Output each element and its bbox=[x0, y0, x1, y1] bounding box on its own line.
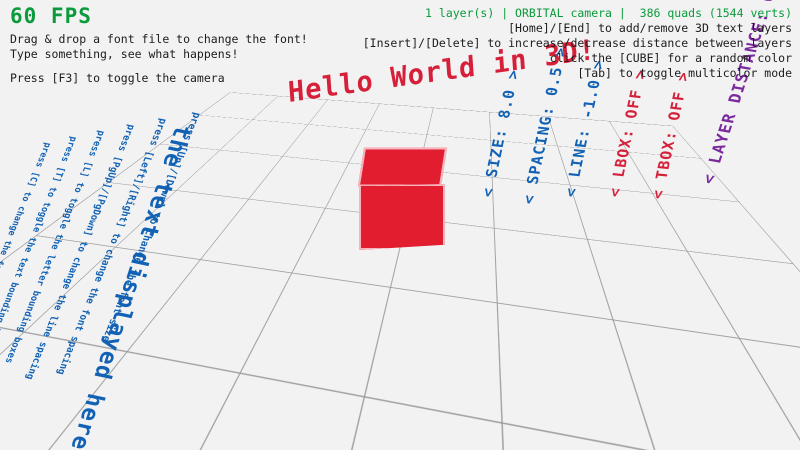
grid-floor bbox=[0, 0, 673, 450]
